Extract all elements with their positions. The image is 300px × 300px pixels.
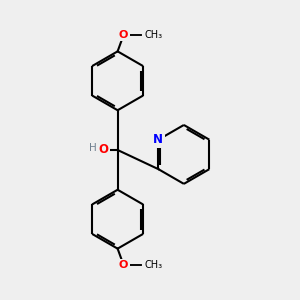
Text: O: O [119, 30, 128, 40]
Text: O: O [98, 143, 109, 157]
Text: N: N [153, 133, 164, 146]
Text: O: O [119, 260, 128, 270]
Text: CH₃: CH₃ [144, 30, 162, 40]
Text: H: H [89, 142, 97, 153]
Text: CH₃: CH₃ [144, 260, 162, 270]
